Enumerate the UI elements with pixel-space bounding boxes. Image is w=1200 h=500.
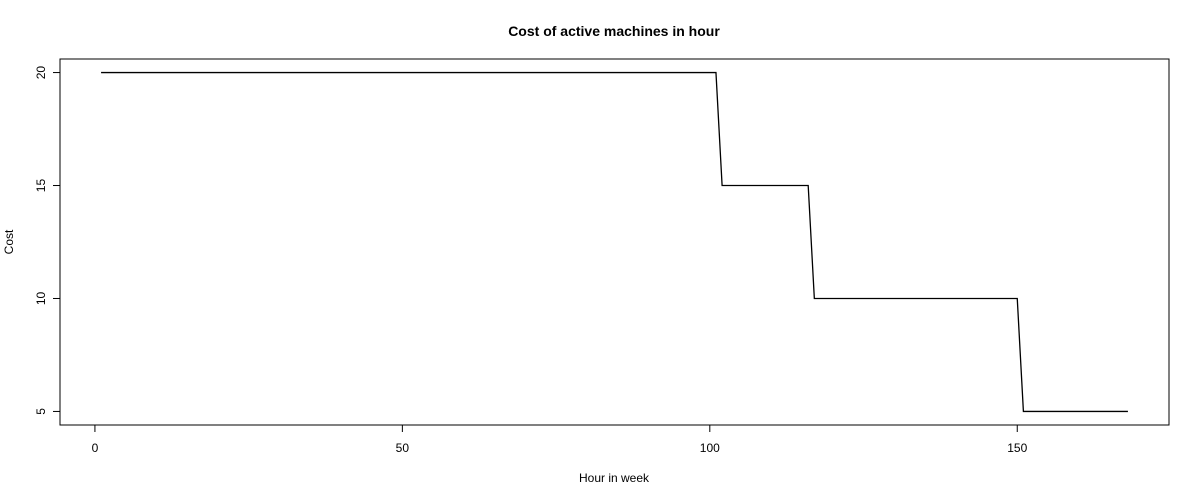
y-axis: 5 10 15 20	[34, 66, 60, 415]
x-tick-label: 100	[700, 441, 720, 455]
chart-title: Cost of active machines in hour	[508, 23, 720, 39]
cost-series-line	[101, 71, 1128, 413]
x-axis: 0 50 100 150	[92, 425, 1028, 455]
y-tick-label: 5	[34, 408, 48, 415]
y-axis-label: Cost	[2, 229, 16, 254]
x-tick-label: 50	[396, 441, 410, 455]
y-tick-label: 15	[34, 179, 48, 193]
x-tick-label: 150	[1007, 441, 1027, 455]
plot-frame	[59, 58, 1170, 426]
x-tick-label: 0	[92, 441, 99, 455]
x-axis-label: Hour in week	[579, 471, 650, 485]
y-tick-label: 20	[34, 66, 48, 80]
y-tick-label: 10	[34, 291, 48, 305]
